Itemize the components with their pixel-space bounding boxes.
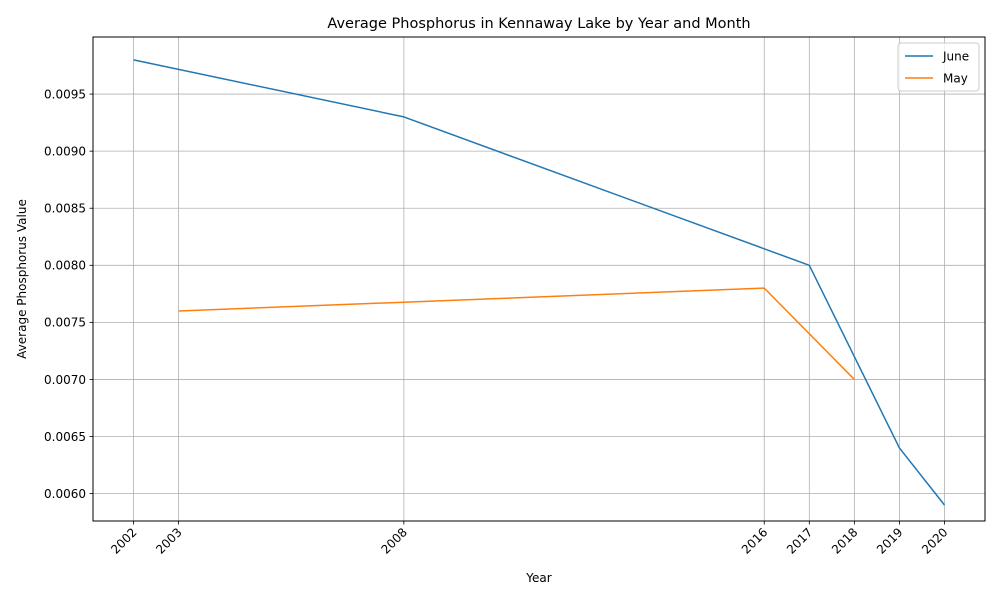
y-tick-label: 0.0085 xyxy=(44,202,86,216)
chart-title: Average Phosphorus in Kennaway Lake by Y… xyxy=(327,16,750,32)
y-tick-label: 0.0060 xyxy=(44,487,86,501)
series-line-june xyxy=(133,59,946,506)
legend-label: May xyxy=(943,71,968,85)
legend: June May xyxy=(897,42,980,92)
y-tick-label: 0.0070 xyxy=(44,373,86,387)
series-line-may xyxy=(178,287,855,380)
grid-layer xyxy=(93,37,985,521)
y-tick-label: 0.0075 xyxy=(44,316,86,330)
x-axis-label: Year xyxy=(525,571,551,585)
series-layer xyxy=(133,59,946,506)
y-tick-label: 0.0090 xyxy=(44,144,86,158)
y-tick-label: 0.0080 xyxy=(44,259,86,273)
y-tick-label: 0.0095 xyxy=(44,87,86,101)
legend-label: June xyxy=(942,49,969,63)
legend-box xyxy=(897,42,980,92)
y-axis-label: Average Phosphorus Value xyxy=(15,199,29,359)
plot-frame xyxy=(92,36,986,522)
y-tick-label: 0.0065 xyxy=(44,430,86,444)
